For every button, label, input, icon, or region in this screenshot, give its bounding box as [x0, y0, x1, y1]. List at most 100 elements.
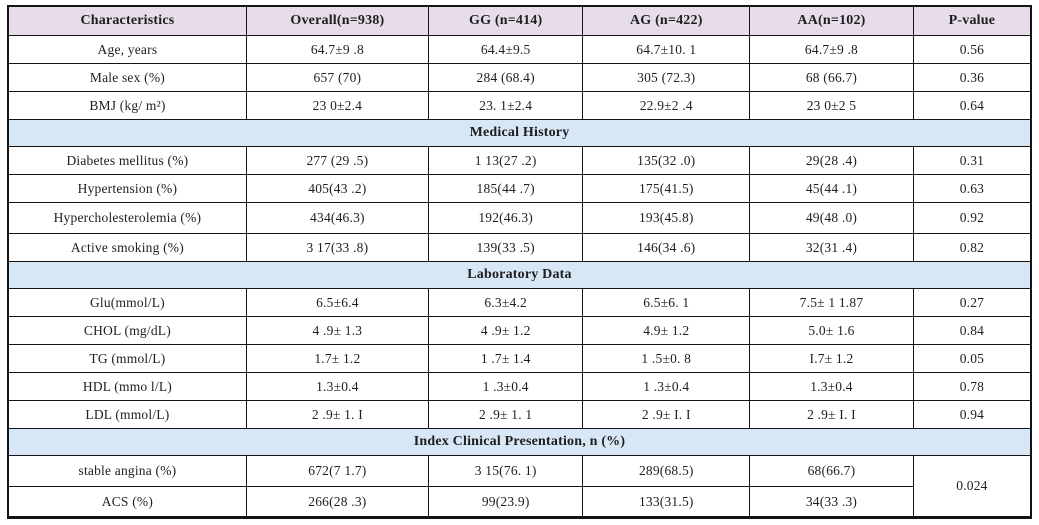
cell-aa: 32(31 .4)	[749, 233, 914, 262]
cell-pvalue: 0.05	[912, 344, 1032, 373]
cell-overall: 672(7 1.7)	[245, 455, 429, 487]
cell-aa: 7.5± 1 1.87	[749, 288, 914, 317]
cell-ag: 193(45.8)	[582, 202, 751, 234]
row-label: stable angina (%)	[7, 455, 247, 487]
section-title: Index Clinical Presentation, n (%)	[7, 428, 1032, 456]
cell-ag: 146(34 .6)	[582, 233, 751, 262]
col-header-gg: GG (n=414)	[427, 5, 584, 36]
row-label: Active smoking (%)	[7, 233, 247, 262]
table-row-male-sex: Male sex (%) 657 (70) 284 (68.4) 305 (72…	[7, 63, 1032, 92]
col-header-overall: Overall(n=938)	[245, 5, 429, 36]
cell-aa: 1.3±0.4	[749, 372, 914, 401]
cell-aa: 45(44 .1)	[749, 174, 914, 203]
cell-ag: 2 .9± I. I	[582, 400, 751, 429]
table-row-stable-angina: stable angina (%) 672(7 1.7) 3 15(76. 1)…	[7, 455, 1032, 518]
cell-pvalue: 0.31	[912, 146, 1032, 175]
cell-ag: 289(68.5)	[582, 455, 751, 487]
cell-gg: 1 .7± 1.4	[427, 344, 584, 373]
cell-gg: 6.3±4.2	[427, 288, 584, 317]
cell-gg: 99(23.9)	[427, 486, 584, 518]
cell-ag: 64.7±10. 1	[582, 35, 751, 64]
table-row-age: Age, years 64.7±9 .8 64.4±9.5 64.7±10. 1…	[7, 35, 1032, 64]
cell-aa: 34(33 .3)	[749, 486, 914, 518]
cell-ag: 305 (72.3)	[582, 63, 751, 92]
cell-pvalue: 0.27	[912, 288, 1032, 317]
col-header-characteristics: Characteristics	[7, 5, 247, 36]
table-row-diabetes: Diabetes mellitus (%) 277 (29 .5) 1 13(2…	[7, 146, 1032, 175]
cell-gg: 4 .9± 1.2	[427, 316, 584, 345]
cell-gg: 2 .9± 1. 1	[427, 400, 584, 429]
cell-pvalue: 0.56	[912, 35, 1032, 64]
row-label: HDL (mmo l/L)	[7, 372, 247, 401]
cell-pvalue: 0.63	[912, 174, 1032, 203]
cell-ag: 133(31.5)	[582, 486, 751, 518]
table-row-hypertension: Hypertension (%) 405(43 .2) 185(44 .7) 1…	[7, 174, 1032, 203]
table-row-tg: TG (mmol/L) 1.7± 1.2 1 .7± 1.4 1 .5±0. 8…	[7, 344, 1032, 373]
baseline-characteristics-table: Characteristics Overall(n=938) GG (n=414…	[7, 5, 1032, 519]
cell-pvalue: 0.36	[912, 63, 1032, 92]
cell-gg: 139(33 .5)	[427, 233, 584, 262]
cell-pvalue: 0.84	[912, 316, 1032, 345]
cell-pvalue-merged: 0.024	[912, 455, 1032, 518]
cell-ag: 135(32 .0)	[582, 146, 751, 175]
cell-overall: 1.3±0.4	[245, 372, 429, 401]
cell-gg: 185(44 .7)	[427, 174, 584, 203]
row-label: Hypercholesterolemia (%)	[7, 202, 247, 234]
section-header-medical-history: Medical History	[7, 119, 1032, 147]
row-label: ACS (%)	[7, 486, 247, 518]
cell-pvalue: 0.82	[912, 233, 1032, 262]
cell-ag: 1 .5±0. 8	[582, 344, 751, 373]
cell-aa: 68(66.7)	[749, 455, 914, 487]
section-header-laboratory-data: Laboratory Data	[7, 261, 1032, 289]
cell-ag: 175(41.5)	[582, 174, 751, 203]
cell-overall: 64.7±9 .8	[245, 35, 429, 64]
cell-gg: 1 13(27 .2)	[427, 146, 584, 175]
table-row-chol: CHOL (mg/dL) 4 .9± 1.3 4 .9± 1.2 4.9± 1.…	[7, 316, 1032, 345]
cell-gg: 192(46.3)	[427, 202, 584, 234]
row-label: Age, years	[7, 35, 247, 64]
cell-ag: 1 .3±0.4	[582, 372, 751, 401]
table-row-active-smoking: Active smoking (%) 3 17(33 .8) 139(33 .5…	[7, 233, 1032, 262]
section-title: Laboratory Data	[7, 261, 1032, 289]
cell-aa: I.7± 1.2	[749, 344, 914, 373]
cell-overall: 1.7± 1.2	[245, 344, 429, 373]
cell-aa: 2 .9± I. I	[749, 400, 914, 429]
cell-ag: 22.9±2 .4	[582, 91, 751, 120]
cell-overall: 3 17(33 .8)	[245, 233, 429, 262]
row-label: Hypertension (%)	[7, 174, 247, 203]
cell-gg: 284 (68.4)	[427, 63, 584, 92]
cell-aa: 5.0± 1.6	[749, 316, 914, 345]
cell-overall: 266(28 .3)	[245, 486, 429, 518]
row-label: BMJ (kg/ m²)	[7, 91, 247, 120]
row-label: Diabetes mellitus (%)	[7, 146, 247, 175]
table-row-ldl: LDL (mmol/L) 2 .9± 1. I 2 .9± 1. 1 2 .9±…	[7, 400, 1032, 429]
cell-gg: 23. 1±2.4	[427, 91, 584, 120]
section-title: Medical History	[7, 119, 1032, 147]
cell-overall: 405(43 .2)	[245, 174, 429, 203]
table-row-acs: ACS (%) 266(28 .3) 99(23.9) 133(31.5) 34…	[7, 486, 1031, 518]
col-header-aa: AA(n=102)	[749, 5, 914, 36]
row-label: Glu(mmol/L)	[7, 288, 247, 317]
cell-ag: 6.5±6. 1	[582, 288, 751, 317]
cell-overall: 277 (29 .5)	[245, 146, 429, 175]
cell-overall: 4 .9± 1.3	[245, 316, 429, 345]
cell-aa: 49(48 .0)	[749, 202, 914, 234]
cell-overall: 6.5±6.4	[245, 288, 429, 317]
row-label: Male sex (%)	[7, 63, 247, 92]
cell-overall: 23 0±2.4	[245, 91, 429, 120]
row-label: TG (mmol/L)	[7, 344, 247, 373]
cell-pvalue: 0.94	[912, 400, 1032, 429]
cell-pvalue: 0.64	[912, 91, 1032, 120]
cell-pvalue: 0.92	[912, 202, 1032, 234]
cell-pvalue: 0.78	[912, 372, 1032, 401]
table-row-hypercholesterolemia: Hypercholesterolemia (%) 434(46.3) 192(4…	[7, 202, 1032, 234]
table-row-hdl: HDL (mmo l/L) 1.3±0.4 1 .3±0.4 1 .3±0.4 …	[7, 372, 1032, 401]
table-row-bmi: BMJ (kg/ m²) 23 0±2.4 23. 1±2.4 22.9±2 .…	[7, 91, 1032, 120]
row-label: LDL (mmol/L)	[7, 400, 247, 429]
section-header-index-clinical-presentation: Index Clinical Presentation, n (%)	[7, 428, 1032, 456]
cell-overall: 2 .9± 1. I	[245, 400, 429, 429]
cell-overall: 657 (70)	[245, 63, 429, 92]
col-header-ag: AG (n=422)	[582, 5, 751, 36]
cell-aa: 23 0±2 5	[749, 91, 914, 120]
